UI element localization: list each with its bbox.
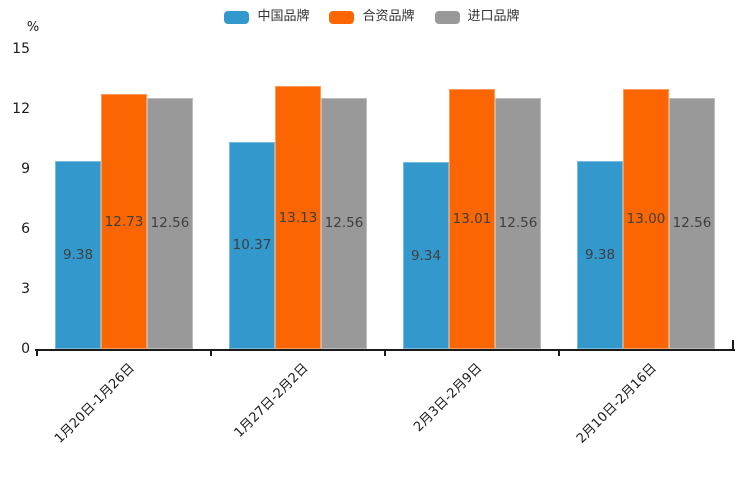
bar-value-label: 9.38 (584, 247, 616, 264)
bar-series1-group3: 9.34 (403, 162, 449, 349)
legend-item-1: 中国品牌 (224, 8, 309, 26)
bar-series3-group2: 12.56 (321, 97, 367, 349)
bar-series2-group1: 12.73 (101, 94, 147, 349)
plot-area: 9.38 10.37 9.34 9.38 12.73 13.13 13.01 13.00 12.… (35, 49, 735, 356)
x-axis-tick (36, 351, 38, 356)
bar-value-label: 13.01 (452, 210, 492, 227)
bar-series2-group4: 13.00 (623, 89, 669, 349)
bar-value-label: 10.37 (232, 237, 272, 254)
legend-label: 进口品牌 (467, 9, 520, 24)
y-tick-label: 15 (12, 41, 30, 57)
bar-series1-group1: 9.38 (55, 161, 101, 349)
legend-item-3: 进口品牌 (434, 8, 520, 26)
y-tick-label: 6 (21, 221, 30, 237)
legend: 中国品牌 合资品牌 进口品牌 (0, 8, 744, 26)
x-category-label: 2月3日-2月9日 (411, 360, 486, 435)
right-axis-spine (732, 340, 734, 349)
bar-value-label: 12.56 (324, 215, 364, 232)
bar-series3-group1: 12.56 (147, 97, 193, 349)
bar-value-label: 12.56 (498, 215, 538, 232)
x-axis-tick (558, 351, 560, 356)
legend-swatch-icon (329, 10, 355, 24)
bar-series1-group2: 10.37 (229, 141, 275, 349)
legend-label: 中国品牌 (257, 9, 310, 24)
x-category-label: 1月20日-1月26日 (51, 360, 138, 447)
x-category-label: 1月27日-2月2日 (231, 360, 312, 441)
bar-value-label: 12.73 (104, 213, 144, 230)
legend-swatch-icon (224, 10, 250, 24)
bar-value-label: 9.38 (62, 247, 94, 264)
bar-value-label: 12.56 (150, 215, 190, 232)
y-tick-label: 0 (21, 341, 30, 357)
bar-value-label: 13.00 (626, 211, 666, 227)
bar-series1-group4: 9.38 (577, 161, 623, 349)
x-axis-tick (210, 351, 212, 356)
bar-series3-group4: 12.56 (669, 97, 715, 349)
bar-value-label: 13.13 (278, 209, 318, 226)
bar-value-label: 12.56 (672, 215, 712, 232)
legend-swatch-icon (434, 10, 460, 24)
y-tick-label: 12 (12, 101, 30, 117)
bar-series2-group2: 13.13 (275, 86, 321, 349)
x-axis-tick (384, 351, 386, 356)
x-category-label: 2月10日-2月16日 (573, 360, 660, 447)
bar-series2-group3: 13.01 (449, 88, 495, 349)
y-tick-label: 3 (21, 281, 30, 297)
bar-series3-group3: 12.56 (495, 97, 541, 349)
legend-label: 合资品牌 (362, 9, 415, 24)
bar-value-label: 9.34 (410, 247, 442, 264)
legend-item-2: 合资品牌 (329, 8, 415, 26)
x-axis-line (35, 349, 735, 351)
y-tick-label: 9 (21, 161, 30, 177)
y-axis-unit-label: % (26, 20, 40, 35)
